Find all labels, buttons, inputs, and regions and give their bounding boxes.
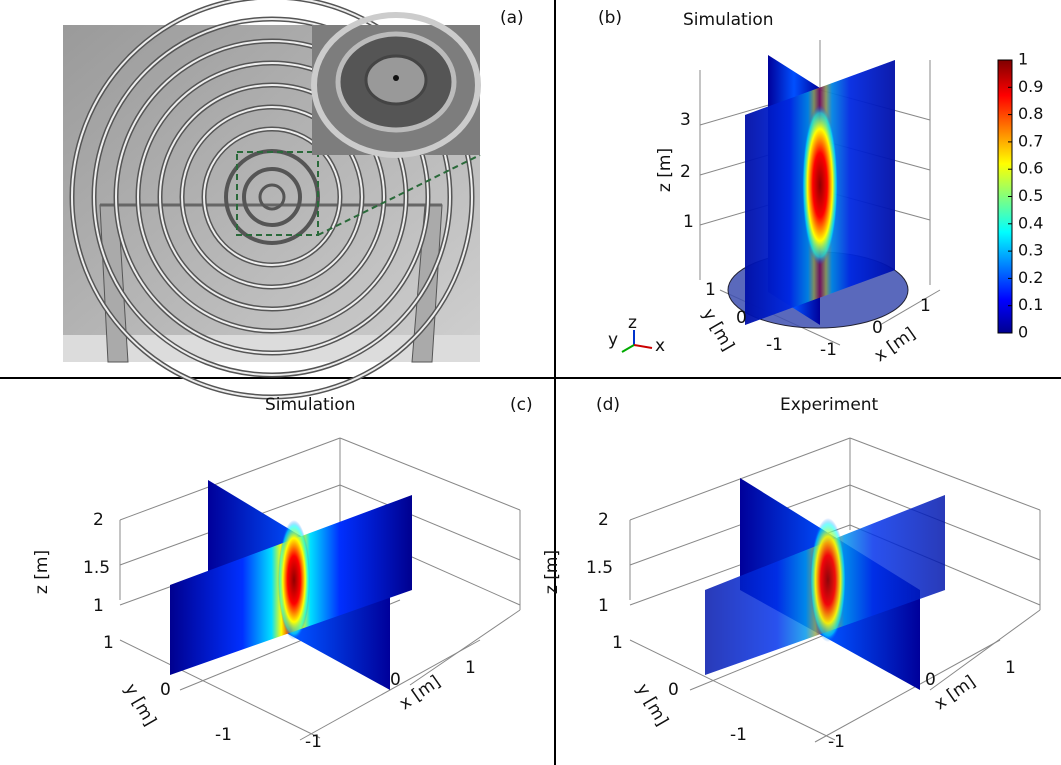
axis-label: y [m] xyxy=(698,305,738,354)
colorbar-tick-label: 0.3 xyxy=(1018,241,1043,260)
tick-label: 0 xyxy=(390,670,401,690)
colorbar-tick-label: 0 xyxy=(1018,323,1028,342)
panel-label: (b) xyxy=(598,8,622,28)
figure: (a) Simulation (b) z [m] 3 2 1 1 0 -1 y … xyxy=(0,0,1061,765)
tick-label: 1.5 xyxy=(83,558,110,578)
focal-spot xyxy=(802,105,838,265)
panel-label: (a) xyxy=(500,8,524,28)
tick-label: 0 xyxy=(668,680,679,700)
tick-label: -1 xyxy=(828,732,845,752)
colorbar-tick-label: 0.1 xyxy=(1018,295,1043,314)
axis-label: x [m] xyxy=(931,672,980,714)
tick-label: -1 xyxy=(766,335,783,355)
axis-label: z [m] xyxy=(542,550,562,594)
focal-spot xyxy=(278,520,310,640)
tick-label: 2 xyxy=(598,510,609,530)
tick-label: -1 xyxy=(215,725,232,745)
panel-label: (c) xyxy=(510,395,533,415)
triad-label: z xyxy=(628,313,637,333)
tick-label: 1.5 xyxy=(586,558,613,578)
axis-label: y [m] xyxy=(632,680,672,729)
focal-spot xyxy=(810,518,846,642)
axis-label: z [m] xyxy=(655,148,675,192)
colorbar-tick-label: 0.9 xyxy=(1018,77,1043,96)
tick-label: 1 xyxy=(93,596,104,616)
colorbar: 0 0.1 0.2 0.3 0.4 0.5 0.6 0.7 0.8 0.9 1 xyxy=(998,50,1043,342)
axis-label: z [m] xyxy=(32,550,52,594)
tick-label: 2 xyxy=(93,510,104,530)
panel-label: (d) xyxy=(596,395,620,415)
tick-label: 1 xyxy=(683,212,694,232)
colorbar-tick-label: 0.8 xyxy=(1018,104,1043,123)
triad-label: y xyxy=(608,330,618,350)
colorbar-tick-label: 0.4 xyxy=(1018,213,1043,232)
axis-label: y [m] xyxy=(120,680,160,729)
tick-label: -1 xyxy=(305,732,322,752)
colorbar-tick-label: 0.6 xyxy=(1018,159,1043,178)
colorbar-tick-label: 0.5 xyxy=(1018,186,1043,205)
colorbar-tick-label: 0.2 xyxy=(1018,268,1043,287)
tick-label: -1 xyxy=(820,340,837,360)
tick-label: 1 xyxy=(465,658,476,678)
panel-title: Experiment xyxy=(780,395,879,415)
colorbar-tick-label: 1 xyxy=(1018,50,1028,69)
tick-label: 1 xyxy=(705,280,716,300)
panel-title: Simulation xyxy=(683,10,774,30)
panel-title: Simulation xyxy=(265,395,356,415)
tick-label: 0 xyxy=(872,318,883,338)
axis-triad xyxy=(622,330,652,352)
tick-label: -1 xyxy=(730,725,747,745)
tick-label: 0 xyxy=(736,308,747,328)
tick-label: 0 xyxy=(925,670,936,690)
triad-label: x xyxy=(655,336,665,356)
tick-label: 0 xyxy=(160,680,171,700)
tick-label: 1 xyxy=(612,633,623,653)
tick-label: 1 xyxy=(103,633,114,653)
tick-label: 3 xyxy=(680,110,691,130)
colorbar-tick-label: 0.7 xyxy=(1018,131,1043,150)
photo xyxy=(63,0,480,397)
tick-label: 1 xyxy=(598,596,609,616)
tick-label: 2 xyxy=(680,162,691,182)
tick-label: 1 xyxy=(920,296,931,316)
tick-label: 1 xyxy=(1005,658,1016,678)
